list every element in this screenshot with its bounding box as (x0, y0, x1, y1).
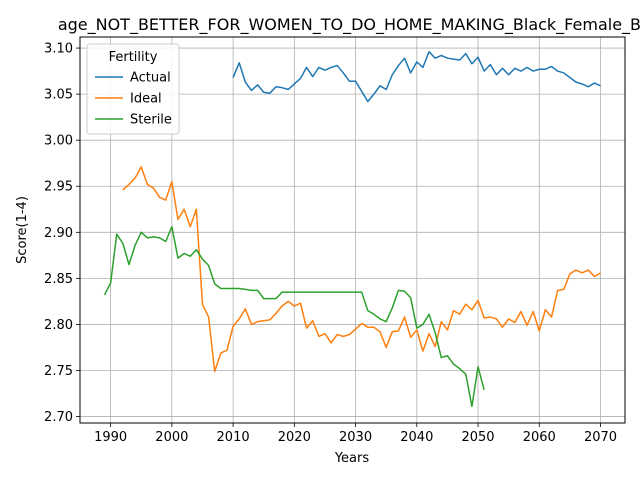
legend-title: Fertility (109, 50, 158, 65)
legend-label-actual: Actual (130, 71, 171, 86)
y-tick-label: 2.75 (44, 364, 73, 379)
series-line-sterile (103, 226, 485, 408)
x-tick-label: 2060 (523, 430, 556, 445)
series-line-ideal (122, 166, 601, 373)
chart-title: age_NOT_BETTER_FOR_WOMEN_TO_DO_HOME_MAKI… (58, 15, 640, 35)
x-tick-label: 1990 (94, 430, 127, 445)
y-tick-label: 2.85 (44, 272, 73, 287)
x-axis-label: Years (334, 451, 370, 466)
x-tick-label: 2010 (217, 430, 250, 445)
series-line-actual (232, 50, 601, 103)
legend: Fertility Actual Ideal Sterile (86, 43, 180, 135)
x-tick-label: 2020 (278, 430, 311, 445)
y-tick-label: 2.95 (44, 180, 73, 195)
legend-label-ideal: Ideal (130, 92, 162, 107)
legend-box (86, 43, 180, 135)
y-axis-label: Score(1-4) (15, 196, 30, 264)
x-tick-label: 2030 (339, 430, 372, 445)
x-tick-label: 2000 (155, 430, 188, 445)
plot-area-frame (79, 36, 626, 424)
grid (80, 37, 625, 423)
y-tick-label: 2.70 (44, 410, 73, 425)
x-tick-label: 2050 (461, 430, 494, 445)
y-tick-label: 3.10 (44, 42, 73, 57)
x-tick-label: 2040 (400, 430, 433, 445)
series-lines (103, 50, 601, 408)
y-tick-label: 3.00 (44, 134, 73, 149)
axis-ticks: 1990 2000 2010 2020 2030 2040 2050 2060 2070 2.70… (44, 42, 617, 445)
x-tick-label: 2070 (584, 430, 617, 445)
y-tick-label: 2.90 (44, 226, 73, 241)
y-tick-label: 2.80 (44, 318, 73, 333)
y-tick-label: 3.05 (44, 88, 73, 103)
legend-label-sterile: Sterile (130, 113, 172, 128)
